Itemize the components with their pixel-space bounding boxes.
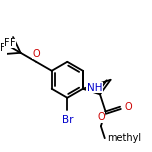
Text: F: F	[0, 43, 6, 53]
Text: Br: Br	[62, 115, 73, 125]
Text: O: O	[32, 49, 40, 59]
Text: NH: NH	[87, 83, 102, 93]
Text: O: O	[97, 112, 105, 122]
Text: methyl: methyl	[107, 133, 141, 143]
Text: F: F	[10, 38, 16, 48]
Text: F: F	[4, 38, 10, 48]
Text: O: O	[125, 102, 132, 112]
